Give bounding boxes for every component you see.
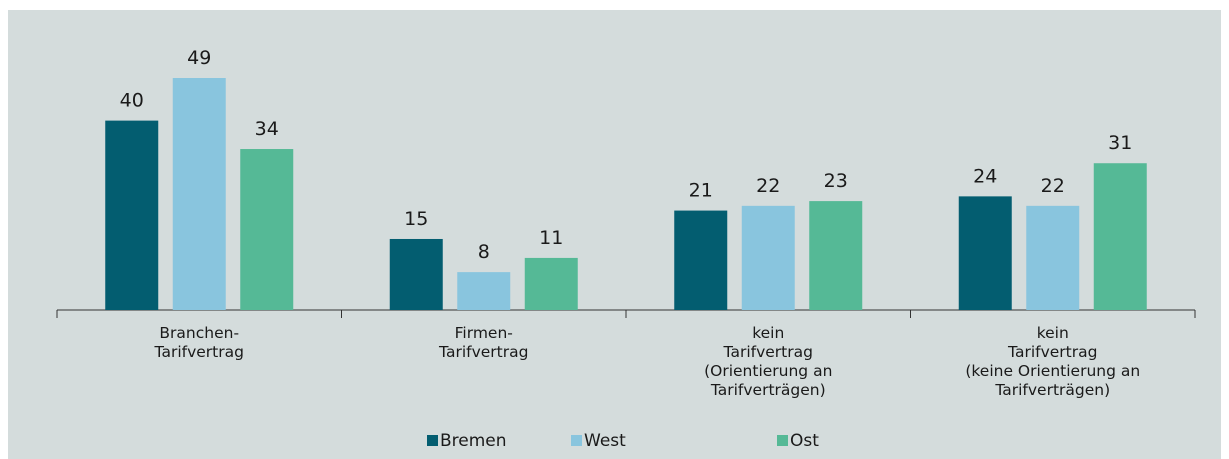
legend-label: Bremen [440,431,507,451]
x-tick-label: (keine Orientierung an [965,362,1140,380]
bar [741,205,795,310]
legend-swatch [777,435,788,446]
x-tick-label: Tarifverträgen) [994,381,1110,399]
value-label: 40 [120,90,144,112]
x-tick-label: Tarifverträgen) [710,381,826,399]
bar [958,196,1012,310]
bar [1026,205,1080,310]
value-label: 15 [404,208,428,230]
x-tick-label: kein [752,324,784,342]
value-label: 11 [539,227,563,249]
bar [674,210,728,310]
x-tick-label: Tarifvertrag [438,343,528,361]
x-tick-label: kein [1037,324,1069,342]
value-label: 22 [1041,175,1065,197]
x-tick-label: (Orientierung an [704,362,832,380]
value-label: 31 [1108,132,1132,154]
bar [105,120,159,310]
x-tick-label: Tarifvertrag [723,343,813,361]
bar [1093,163,1147,310]
bar [240,149,294,310]
value-label: 22 [756,175,780,197]
x-tick-label: Tarifvertrag [1007,343,1097,361]
value-label: 21 [689,180,713,202]
bar [809,201,863,310]
legend-label: Ost [790,431,819,451]
value-label: 34 [255,118,279,140]
x-tick-label: Firmen- [455,324,513,342]
x-tick-label: Branchen- [159,324,239,342]
bar [389,238,443,310]
x-tick-label: Tarifvertrag [154,343,244,361]
legend-swatch [427,435,438,446]
value-label: 8 [478,241,490,263]
value-label: 24 [973,165,997,187]
bar [457,272,511,310]
bar [172,78,226,310]
legend-label: West [584,431,626,451]
bar [524,257,578,310]
value-label: 49 [187,47,211,69]
legend-swatch [571,435,582,446]
value-label: 23 [824,170,848,192]
